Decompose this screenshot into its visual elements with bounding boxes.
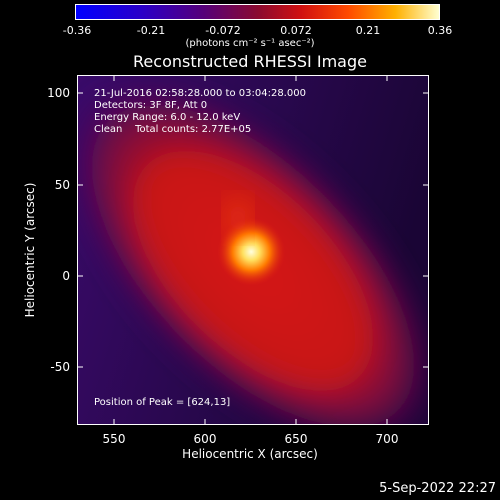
x-tick-label: 550 — [102, 432, 126, 446]
x-tick-label: 600 — [193, 432, 217, 446]
y-tick-label: 100 — [47, 86, 70, 100]
x-tick-label: 650 — [284, 432, 308, 446]
heatmap-image — [78, 76, 428, 424]
x-tick-label: 700 — [375, 432, 399, 446]
colorbar-unit-label: (photons cm⁻² s⁻¹ asec⁻²) — [185, 38, 315, 49]
info-clean: Clean Total counts: 2.77E+05 — [94, 124, 252, 135]
y-axis-label: Heliocentric Y (arcsec) — [23, 182, 37, 318]
info-peak-position: Position of Peak = [624,13] — [94, 397, 231, 408]
colorbar-tick: 0.36 — [427, 24, 453, 37]
footer-date: 5-Sep-2022 22:27 — [379, 481, 496, 496]
info-time: 21-Jul-2016 02:58:28.000 to 03:04:28.000 — [94, 88, 306, 99]
y-tick-label: 0 — [62, 269, 70, 283]
colorbar — [75, 4, 440, 20]
x-axis-label: Heliocentric X (arcsec) — [182, 447, 318, 461]
colorbar-tick: -0.21 — [136, 24, 166, 37]
info-detectors: Detectors: 3F 8F, Att 0 — [94, 100, 208, 111]
y-tick-label: -50 — [50, 360, 70, 374]
colorbar-tick: -0.072 — [205, 24, 241, 37]
colorbar-gradient — [76, 5, 439, 19]
chart-title: Reconstructed RHESSI Image — [133, 52, 367, 71]
colorbar-tick: -0.36 — [62, 24, 92, 37]
colorbar-tick: 0.072 — [280, 24, 312, 37]
image-plot-area: 21-Jul-2016 02:58:28.000 to 03:04:28.000… — [77, 75, 429, 425]
colorbar-tick: 0.21 — [355, 24, 381, 37]
info-energy: Energy Range: 6.0 - 12.0 keV — [94, 112, 241, 123]
y-tick-label: 50 — [54, 178, 70, 192]
